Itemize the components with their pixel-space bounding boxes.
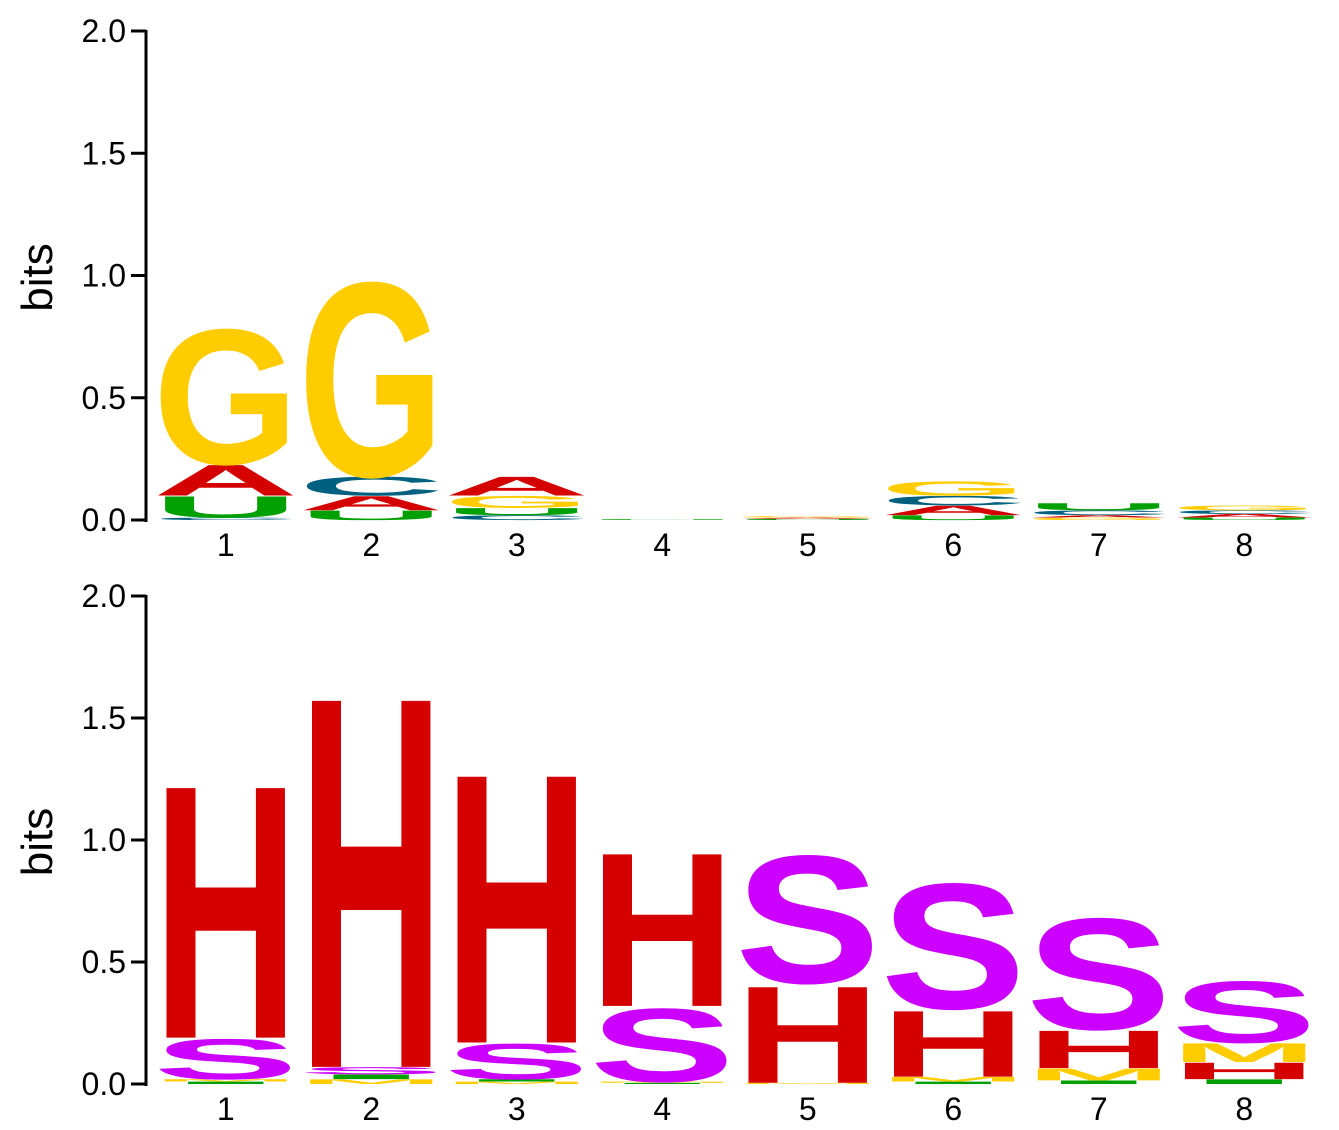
glyph-h-pos-7: H xyxy=(1026,1019,1171,1080)
y-tick-label: 0.5 xyxy=(82,944,126,980)
glyph-i-pos-2: I xyxy=(299,1073,444,1081)
x-tick-label: 2 xyxy=(362,527,380,563)
glyph-u-pos-7: U xyxy=(1026,501,1171,512)
glyph-s-pos-2: S xyxy=(299,1065,444,1076)
glyph-u-pos-5: U xyxy=(735,518,881,520)
glyph-s-pos-3: S xyxy=(444,1033,589,1090)
glyph-g-pos-5: G xyxy=(735,516,880,518)
glyph-a-pos-1: A xyxy=(153,456,298,505)
glyph-g-pos-6: G xyxy=(881,477,1026,500)
glyph-c-pos-1: C xyxy=(153,517,298,521)
glyph-h-pos-3: H xyxy=(444,694,589,1125)
glyph-i-pos-7: I xyxy=(1026,1079,1171,1085)
glyph-h-pos-5: H xyxy=(735,957,881,1113)
glyph-m-pos-4: M xyxy=(590,1081,735,1083)
glyph-m-pos-8: M xyxy=(1172,1038,1317,1068)
glyph-i-pos-1: I xyxy=(153,1081,298,1085)
x-tick-label: 6 xyxy=(944,527,962,563)
glyph-a-pos-3: A xyxy=(444,471,589,501)
glyph-a-pos-5: A xyxy=(735,517,881,519)
glyph-c-pos-2: C xyxy=(299,471,444,501)
glyph-s-pos-1: S xyxy=(153,1027,298,1091)
x-tick-label: 6 xyxy=(944,1091,962,1127)
glyph-c-pos-3: C xyxy=(444,514,589,522)
glyph-c-pos-7: C xyxy=(1026,509,1171,517)
glyph-c-pos-8: C xyxy=(1172,509,1318,515)
glyph-i-pos-6: I xyxy=(881,1081,1026,1085)
x-tick-label: 4 xyxy=(653,1091,671,1127)
glyph-i-pos-3: I xyxy=(444,1079,589,1083)
glyph-g-pos-8: G xyxy=(1172,504,1317,512)
y-tick-label: 2.0 xyxy=(82,13,126,49)
glyph-u-pos-8: U xyxy=(1172,517,1317,521)
glyph-h-pos-4: H xyxy=(590,807,735,1053)
glyph-m-pos-7: M xyxy=(1026,1065,1171,1084)
x-tick-label: 8 xyxy=(1235,527,1253,563)
x-tick-label: 1 xyxy=(217,1091,235,1127)
glyph-m-pos-1: M xyxy=(153,1079,298,1083)
y-axis-label: bits xyxy=(13,808,62,876)
x-tick-label: 2 xyxy=(362,1091,380,1127)
x-tick-label: 5 xyxy=(799,527,817,563)
glyph-g-pos-7: G xyxy=(1026,517,1171,521)
glyph-a-pos-6: A xyxy=(881,503,1026,518)
glyph-u-pos-6: U xyxy=(881,514,1026,522)
x-tick-label: 4 xyxy=(653,527,671,563)
x-tick-label: 7 xyxy=(1090,1091,1108,1127)
y-tick-label: 2.0 xyxy=(82,578,126,614)
x-tick-label: 3 xyxy=(508,1091,526,1127)
glyph-g-pos-2: G xyxy=(299,225,444,536)
glyph-a-pos-7: A xyxy=(1026,515,1171,519)
glyph-u-pos-1: U xyxy=(153,490,299,524)
glyph-h-pos-2: H xyxy=(299,587,444,1130)
glyph-u-pos-3: U xyxy=(444,506,589,517)
glyph-s-pos-6: S xyxy=(881,847,1026,1047)
x-tick-label: 3 xyxy=(508,527,526,563)
x-tick-label: 7 xyxy=(1090,527,1108,563)
glyph-s-pos-4: S xyxy=(590,987,735,1104)
y-tick-label: 1.0 xyxy=(82,258,126,294)
glyph-u-pos-4: U xyxy=(590,519,736,520)
x-tick-label: 8 xyxy=(1235,1091,1253,1127)
y-tick-label: 0.5 xyxy=(82,380,126,416)
glyph-m-pos-5: M xyxy=(735,1082,880,1084)
glyph-c-pos-6: C xyxy=(881,493,1026,508)
glyph-i-pos-4: I xyxy=(590,1082,735,1084)
glyph-h-pos-8: H xyxy=(1172,1058,1317,1084)
x-tick-label: 5 xyxy=(799,1091,817,1127)
glyph-i-pos-8: I xyxy=(1172,1078,1317,1086)
y-tick-label: 0.0 xyxy=(82,1066,126,1102)
glyph-a-pos-8: A xyxy=(1172,513,1318,519)
glyph-g-pos-1: G xyxy=(153,290,298,506)
glyph-s-pos-5: S xyxy=(735,817,881,1022)
glyph-m-pos-2: M xyxy=(299,1078,444,1086)
glyph-m-pos-3: M xyxy=(444,1081,589,1085)
y-tick-label: 0.0 xyxy=(82,502,126,538)
y-tick-label: 1.5 xyxy=(82,700,126,736)
glyph-s-pos-8: S xyxy=(1172,963,1317,1062)
glyph-s-pos-7: S xyxy=(1026,886,1171,1064)
y-axis-label: bits xyxy=(13,243,62,311)
glyph-u-pos-2: U xyxy=(299,508,444,523)
glyph-h-pos-1: H xyxy=(153,710,298,1115)
y-tick-label: 1.5 xyxy=(82,135,126,171)
glyph-a-pos-2: A xyxy=(299,492,444,515)
glyph-h-pos-6: H xyxy=(881,991,1027,1097)
y-tick-label: 1.0 xyxy=(82,822,126,858)
glyph-g-pos-3: G xyxy=(444,493,589,512)
x-tick-label: 1 xyxy=(217,527,235,563)
glyph-m-pos-6: M xyxy=(881,1075,1026,1083)
